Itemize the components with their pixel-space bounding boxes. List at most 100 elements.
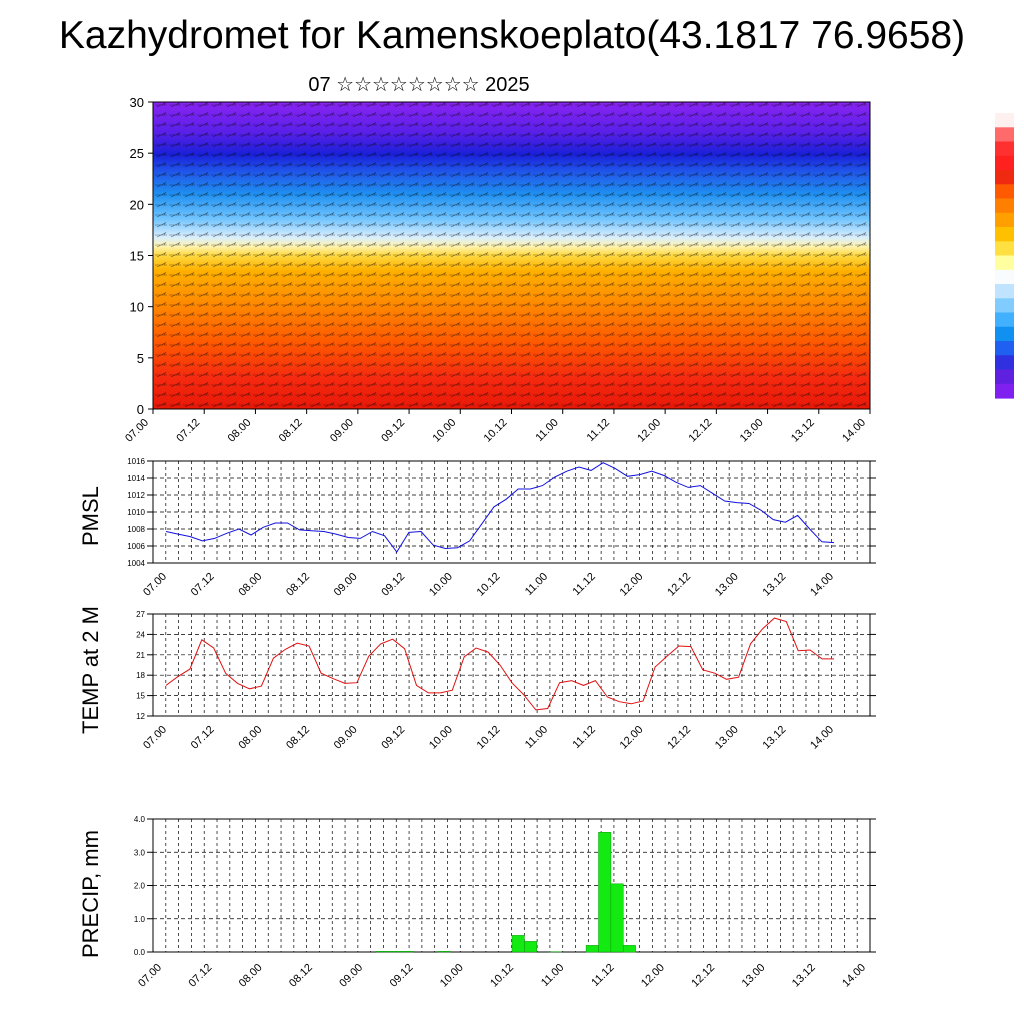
heatmap-y-tick-label: 25 [130, 146, 144, 161]
colorbar-swatch [995, 212, 1014, 228]
temp-x-tick-label: 12.00 [618, 724, 646, 752]
pmsl-x-tick-label: 13.12 [761, 571, 789, 599]
temp-x-tick-label: 09.12 [379, 724, 407, 752]
colorbar-swatch [995, 127, 1014, 143]
temp-x-tick-label: 12.12 [665, 724, 693, 752]
chart-subtitle: 07 ☆☆☆☆☆☆☆☆ 2025 [308, 74, 530, 96]
precip-bar [388, 951, 402, 953]
temp-x-tick-label: 08.00 [236, 724, 264, 752]
precip-y-tick-label: 2.0 [134, 882, 146, 891]
colorbar-swatch [995, 155, 1014, 171]
pmsl-x-tick-label: 12.12 [665, 571, 693, 599]
pmsl-x-tick-label: 11.00 [523, 571, 550, 598]
pmsl-x-tick-label: 13.00 [713, 571, 741, 599]
temp-x-tick-label: 08.12 [284, 724, 312, 752]
heatmap-x-tick-label: 12.12 [687, 417, 715, 445]
colorbar-swatch [995, 255, 1014, 271]
precip-x-tick-label: 08.00 [237, 962, 265, 990]
heatmap-x-tick-label: 14.00 [840, 417, 868, 445]
pmsl-x-tick-label: 09.12 [379, 571, 407, 599]
colorbar-swatch [995, 184, 1014, 200]
colorbar-swatch [995, 341, 1014, 356]
colorbar-swatch [995, 241, 1014, 257]
temp-x-tick-label: 10.12 [475, 724, 503, 752]
heatmap-y-tick-label: 10 [130, 300, 144, 315]
temp-series-line [165, 617, 834, 711]
precip-x-tick-label: 11.00 [539, 962, 566, 989]
precip-bar [598, 832, 612, 953]
heatmap-x-tick-label: 07.12 [174, 417, 202, 445]
heatmap-x-tick-label: 13.00 [738, 417, 766, 445]
colorbar-swatch [995, 383, 1014, 399]
heatmap-x-tick-label: 08.00 [226, 417, 254, 445]
precip-x-tick-label: 10.12 [488, 962, 516, 990]
pmsl-y-tick-label: 1012 [127, 491, 145, 500]
heatmap-x-tick-label: 11.00 [533, 417, 560, 444]
pmsl-y-tick-label: 1016 [127, 457, 145, 466]
heatmap-y-tick-label: 0 [137, 402, 144, 417]
precip-x-tick-label: 09.00 [337, 962, 365, 990]
temp-x-tick-label: 07.12 [189, 724, 217, 752]
wind-barbs [153, 102, 870, 409]
precip-x-tick-label: 10.00 [438, 962, 466, 990]
precip-x-tick-label: 07.00 [136, 962, 164, 990]
precip-x-tick-label: 09.12 [388, 962, 416, 990]
precip-bar [511, 935, 525, 953]
colorbar-swatch [995, 355, 1014, 371]
precip-bar [375, 951, 389, 953]
temp-y-tick-label: 18 [136, 671, 145, 680]
heatmap-y-tick-label: 5 [137, 351, 144, 366]
pmsl-x-tick-label: 08.00 [236, 571, 264, 599]
precip-x-tick-label: 11.12 [589, 962, 616, 989]
pmsl-x-tick-label: 10.12 [475, 571, 503, 599]
colorbar-swatch [995, 298, 1014, 314]
colorbar-swatch [995, 227, 1014, 242]
temp-x-tick-label: 13.00 [713, 724, 741, 752]
heatmap-x-tick-label: 11.12 [585, 417, 612, 444]
pmsl-x-tick-label: 11.12 [571, 571, 598, 598]
temp-y-tick-label: 21 [136, 651, 145, 660]
temp-x-tick-label: 07.00 [141, 724, 169, 752]
precip-x-tick-label: 14.00 [840, 962, 868, 990]
precip-y-tick-label: 1.0 [134, 915, 146, 924]
temp-x-tick-label: 14.00 [808, 724, 836, 752]
precip-bar [524, 941, 538, 953]
pmsl-x-tick-label: 08.12 [284, 571, 312, 599]
heatmap-x-tick-label: 08.12 [277, 417, 305, 445]
pmsl-y-tick-label: 1006 [127, 542, 145, 551]
pmsl-x-tick-label: 07.00 [141, 571, 169, 599]
pmsl-x-tick-label: 09.00 [332, 571, 360, 599]
pmsl-y-tick-label: 1004 [127, 559, 145, 568]
precip-y-tick-label: 3.0 [134, 848, 146, 857]
heatmap-x-tick-label: 10.12 [482, 417, 510, 445]
pmsl-x-tick-label: 14.00 [808, 571, 836, 599]
pmsl-x-tick-label: 10.00 [427, 571, 455, 599]
heatmap-x-tick-label: 09.12 [379, 417, 407, 445]
precip-x-tick-label: 13.12 [790, 962, 818, 990]
precip-bar [610, 883, 624, 953]
heatmap-x-tick-label: 13.12 [789, 417, 817, 445]
colorbar-swatch [995, 113, 1014, 128]
heatmap-y-tick-label: 15 [130, 249, 144, 264]
heatmap-y-tick-label: 30 [130, 95, 144, 110]
pmsl-y-tick-label: 1008 [127, 525, 145, 534]
heatmap-x-tick-label: 07.00 [123, 417, 151, 445]
heatmap-x-tick-label: 10.00 [430, 417, 458, 445]
colorbar-swatch [995, 170, 1014, 185]
colorbar-swatch [995, 326, 1014, 342]
temp-x-tick-label: 09.00 [332, 724, 360, 752]
precip-x-tick-label: 07.12 [186, 962, 214, 990]
temp-x-tick-label: 11.12 [571, 724, 598, 751]
colorbar-swatch [995, 269, 1014, 285]
precip-x-tick-label: 12.00 [639, 962, 667, 990]
precip-y-tick-label: 0.0 [134, 948, 146, 957]
heatmap-x-tick-label: 09.00 [328, 417, 356, 445]
temp-x-tick-label: 13.12 [761, 724, 789, 752]
temp-y-tick-label: 15 [136, 692, 145, 701]
heatmap-y-tick-label: 20 [130, 197, 144, 212]
colorbar-swatch [995, 284, 1014, 299]
pmsl-y-tick-label: 1010 [127, 508, 145, 517]
colorbar-swatch [995, 198, 1014, 214]
temp-y-tick-label: 12 [136, 712, 145, 721]
